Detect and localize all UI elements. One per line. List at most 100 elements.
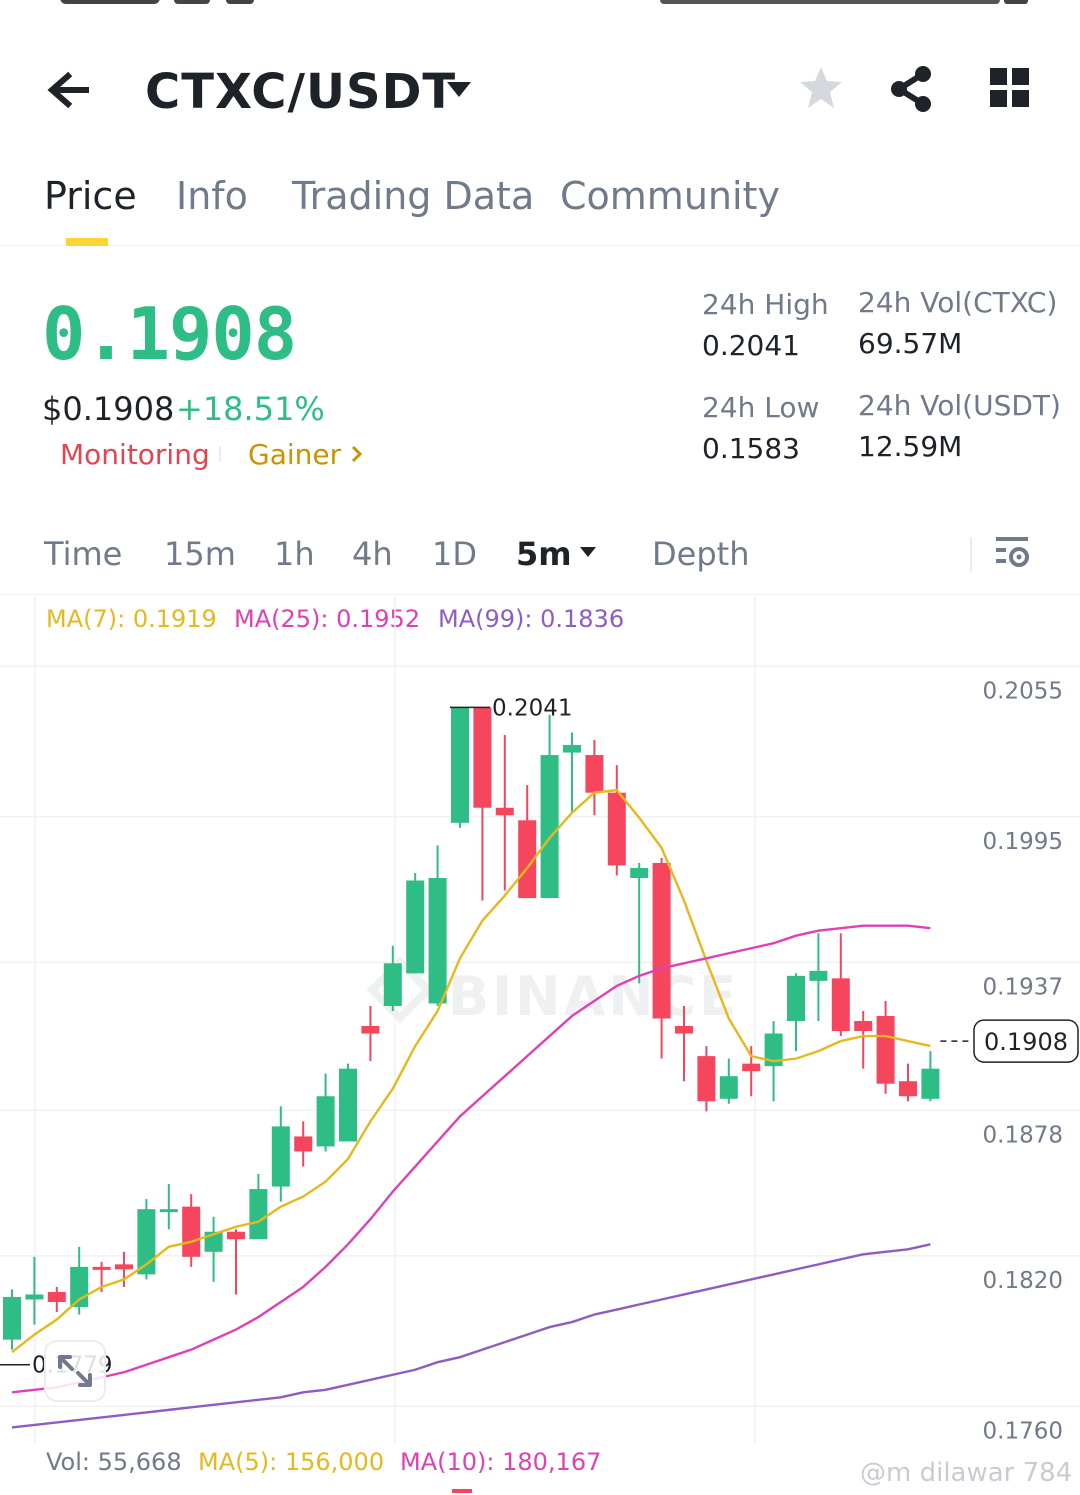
back-arrow-icon[interactable]: [40, 62, 100, 118]
high-marker-label: 0.2041: [492, 695, 572, 721]
candle-down: [831, 978, 850, 1032]
candle-down: [115, 1264, 133, 1270]
candle-down: [473, 707, 492, 808]
stat-vol-base-label: 24h Vol(CTXC): [858, 286, 1058, 319]
candle-up: [25, 1294, 44, 1300]
chevron-right-icon[interactable]: [350, 444, 364, 464]
interval-depth[interactable]: Depth: [652, 535, 750, 573]
ma99-line: [11, 1243, 931, 1429]
candle-up: [137, 1209, 156, 1275]
tab-community[interactable]: Community: [560, 174, 780, 218]
last-price: 0.1908: [42, 292, 297, 376]
interval-1d[interactable]: 1D: [432, 535, 477, 573]
y-tick-label: 0.1760: [983, 1418, 1063, 1444]
volume-ma10-legend: MA(10): 180,167: [400, 1448, 602, 1476]
grid-menu-icon[interactable]: [988, 66, 1032, 110]
ma7-legend: MA(7): 0.1919: [46, 605, 217, 633]
candle-down: [47, 1291, 66, 1302]
candle-up: [3, 1296, 21, 1340]
candle-up: [271, 1126, 290, 1187]
candle-down: [899, 1081, 917, 1097]
candle-down: [876, 1015, 895, 1084]
interval-bar: Time 15m 1h 4h 1D 5m Depth: [0, 525, 1080, 595]
interval-15m[interactable]: 15m: [164, 535, 236, 573]
favorite-star-icon[interactable]: [797, 64, 845, 112]
candle-down: [697, 1056, 716, 1102]
interval-5m[interactable]: 5m: [516, 535, 572, 573]
candle-down: [518, 820, 537, 899]
stat-high-value: 0.2041: [702, 329, 800, 362]
candle-up: [809, 970, 828, 981]
volume-bar-peek: [452, 1489, 472, 1493]
y-tick-label: 0.2055: [983, 678, 1063, 704]
pair-title[interactable]: CTXC/USDT: [145, 64, 457, 120]
share-icon[interactable]: [886, 64, 936, 114]
chart-settings-icon[interactable]: [994, 533, 1032, 571]
candle-up: [540, 755, 559, 899]
monitoring-tag[interactable]: Monitoring: [60, 438, 210, 471]
stat-low-value: 0.1583: [702, 432, 800, 465]
current-price-tag: [973, 1019, 1079, 1063]
interval-4h[interactable]: 4h: [352, 535, 393, 573]
candle-down: [92, 1266, 111, 1270]
interval-divider: [970, 537, 972, 571]
candle-down: [227, 1231, 245, 1240]
y-tick-label: 0.1937: [983, 974, 1063, 1000]
interval-dropdown-icon[interactable]: [578, 545, 598, 559]
user-watermark: @m dilawar 784: [860, 1458, 1073, 1488]
candle-up: [787, 975, 805, 1021]
volume-ma5-legend: MA(5): 156,000: [198, 1448, 385, 1476]
expand-icon-bg: [44, 1340, 106, 1402]
gainer-tag[interactable]: Gainer: [248, 438, 342, 471]
tab-info[interactable]: Info: [176, 174, 248, 218]
ma7-line: [11, 788, 931, 1354]
candle-up: [249, 1189, 268, 1240]
volume-legend: Vol: 55,668: [46, 1448, 182, 1476]
candle-down: [675, 1026, 693, 1034]
stat-low-label: 24h Low: [702, 391, 820, 424]
candle-up: [339, 1068, 357, 1142]
top-bar: CTXC/USDT: [0, 40, 1080, 140]
pair-dropdown-icon[interactable]: [444, 78, 474, 102]
current-price-label: 0.1908: [984, 1028, 1068, 1056]
candle-down: [361, 1026, 380, 1034]
y-tick-label: 0.1995: [983, 829, 1063, 855]
ma25-legend: MA(25): 0.1952: [234, 605, 421, 633]
section-tabs: Price Info Trading Data Community: [0, 160, 1080, 246]
candle-down: [742, 1063, 761, 1072]
binance-logo-icon: [366, 956, 434, 1024]
candle-down: [585, 755, 604, 793]
candle-down: [652, 862, 671, 1019]
candle-up: [630, 867, 649, 878]
candle-up: [719, 1076, 738, 1099]
candle-up: [316, 1096, 335, 1147]
y-tick-label: 0.1878: [983, 1122, 1063, 1148]
candle-up: [921, 1068, 940, 1099]
candle-down: [294, 1136, 313, 1152]
stat-vol-quote-value: 12.59M: [858, 430, 963, 463]
usd-price: $0.1908: [42, 390, 175, 428]
candle-up: [451, 707, 469, 823]
stat-high-label: 24h High: [702, 288, 829, 321]
stat-vol-quote-label: 24h Vol(USDT): [858, 389, 1061, 422]
candle-down: [854, 1021, 873, 1032]
active-tab-indicator: [66, 238, 108, 246]
expand-icon: [58, 1355, 92, 1387]
candle-up: [764, 1033, 783, 1067]
price-change-percent: +18.51%: [176, 390, 325, 428]
tab-price[interactable]: Price: [44, 174, 137, 218]
y-tick-label: 0.1820: [983, 1268, 1063, 1294]
tab-trading-data[interactable]: Trading Data: [292, 174, 535, 218]
candle-up: [159, 1209, 178, 1213]
candle-up: [383, 963, 402, 1006]
candle-down: [607, 792, 626, 866]
interval-1h[interactable]: 1h: [274, 535, 315, 573]
tag-divider: [219, 446, 221, 462]
binance-watermark: BINANCE: [448, 965, 739, 1028]
candle-up: [406, 880, 425, 974]
ma25-line: [11, 924, 931, 1394]
interval-time[interactable]: Time: [44, 535, 123, 573]
candle-up: [563, 745, 581, 753]
candle-down: [495, 807, 514, 816]
candlestick-chart[interactable]: 0.2055 0.1995 0.1937 0.1878 0.1820 0.1760 BINA…: [0, 597, 1080, 1445]
